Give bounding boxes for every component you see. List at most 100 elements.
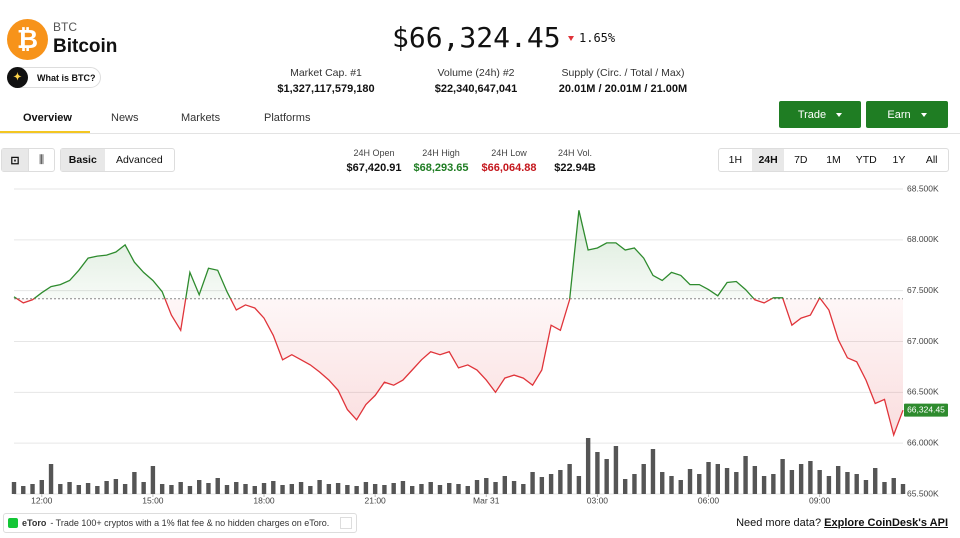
volume-bar (447, 483, 452, 494)
price-chart: 65.500K 66.000K 66.500K 67.000K 67.500K 68.00… (11, 183, 948, 505)
volume-bar (697, 474, 702, 494)
tab[interactable]: Overview (23, 112, 72, 124)
x-tick-label: 21:00 (365, 495, 387, 505)
volume-bar (585, 438, 591, 494)
volume-bar (660, 472, 665, 494)
mode-button[interactable]: Basic (61, 149, 105, 171)
tab[interactable]: News (111, 112, 139, 124)
volume-bar (21, 486, 26, 494)
x-tick-label: 03:00 (587, 495, 609, 505)
earn-button[interactable]: Earn (866, 101, 948, 128)
volume-bar (206, 483, 211, 494)
coin-logo: ₿ (7, 19, 48, 60)
mode-button[interactable]: Advanced (115, 154, 163, 166)
stat-label: Market Cap. #1 (290, 67, 362, 79)
range-button[interactable]: YTD (855, 154, 877, 166)
volume-bar (474, 480, 480, 494)
volume-bar (159, 484, 165, 494)
volume-bar (141, 482, 146, 494)
area-fill (14, 210, 903, 435)
volume-bar (280, 485, 285, 494)
range-button[interactable]: 1H (728, 154, 743, 166)
volume-bar (39, 480, 44, 494)
price-change: 1.65% (568, 31, 615, 45)
ohlc-value: $67,420.91 (346, 162, 402, 174)
volume-bar (30, 484, 35, 494)
stat-label: Supply (Circ. / Total / Max) (561, 67, 685, 79)
promo-banner[interactable]: eToro - Trade 100+ cryptos with a 1% flat… (3, 513, 357, 533)
stat: Volume (24h) #2 $22,340,647,041 (391, 67, 561, 95)
volume-bar (900, 484, 906, 494)
volume-bar (382, 485, 387, 494)
volume-bar (548, 474, 554, 494)
about-button[interactable]: ✦ What is BTC? (7, 67, 101, 88)
volume-bar (243, 484, 248, 494)
stat-value: $1,327,117,579,180 (277, 83, 375, 95)
tab[interactable]: Markets (181, 112, 221, 124)
x-tick-label: 09:00 (809, 495, 831, 505)
volume-bar (465, 486, 470, 494)
volume-bar (567, 464, 572, 494)
y-tick-label: 67.500K (907, 285, 939, 295)
range-button[interactable]: 1Y (892, 154, 906, 166)
stat-value: 20.01M / 20.01M / 21.00M (558, 83, 688, 95)
last-price-label: 66,324.45 (907, 404, 945, 414)
candle-chart-button[interactable]: ⫼ (27, 149, 54, 171)
range-button[interactable]: 1M (826, 154, 841, 166)
volume-bar (234, 482, 239, 494)
volume-bar (363, 482, 369, 494)
volume-bar (95, 486, 100, 494)
volume-bar (706, 462, 711, 494)
api-cta: Need more data? Explore CoinDesk's API (736, 517, 948, 529)
volume-bar (419, 484, 424, 494)
change-text: 1.65% (579, 31, 616, 45)
volume-bar (724, 468, 730, 494)
volume-bar (67, 482, 72, 494)
volume-bar (104, 481, 109, 494)
line-chart-button[interactable]: ⊡ (2, 149, 28, 171)
button-label: Earn (887, 108, 911, 121)
volume-bar (437, 485, 443, 494)
volume-bar (169, 485, 174, 494)
y-tick-label: 68.500K (907, 183, 939, 193)
tab[interactable]: Platforms (264, 112, 311, 124)
volume-bar (891, 478, 896, 494)
range-button[interactable]: 7D (794, 154, 808, 166)
volume-bar (678, 480, 683, 494)
api-link[interactable]: Explore CoinDesk's API (824, 517, 948, 529)
volume-bar (743, 456, 748, 494)
volume-bar (76, 485, 82, 494)
volume-bar (752, 466, 758, 494)
price: $66,324.45 (392, 21, 561, 54)
last-price-tag (904, 403, 948, 417)
volume-bar (576, 476, 582, 494)
volume-bar (808, 461, 813, 494)
volume-bar (58, 484, 63, 494)
trade-button[interactable]: Trade (779, 101, 861, 128)
volume-bar (456, 484, 461, 494)
volume-bar (113, 479, 119, 494)
range-button[interactable]: All (925, 154, 938, 166)
volume-bar (863, 480, 869, 494)
range-selector: 1H 24H 7D 1M YTD 1Y All (718, 148, 949, 172)
volume-bar (521, 484, 526, 494)
volume-bar (622, 479, 628, 494)
volume-bar (345, 485, 350, 494)
range-button[interactable]: 24H (751, 149, 785, 171)
ohlc-value: $22.94B (554, 162, 596, 174)
y-tick-label: 66.000K (907, 437, 939, 447)
volume-bar (715, 464, 720, 494)
volume-bar (826, 476, 832, 494)
volume-bar (335, 483, 341, 494)
button-label: Trade (797, 108, 827, 121)
volume-bar (734, 472, 739, 494)
y-tick-label: 66.500K (907, 387, 939, 397)
x-tick-label: 15:00 (142, 495, 164, 505)
volume-bar (215, 478, 220, 494)
mode-toggle: Basic Advanced (60, 148, 175, 172)
ohlc-value: $66,064.88 (481, 162, 537, 174)
volume-bar (882, 482, 887, 494)
divider (0, 133, 960, 134)
promo-brand: eToro (22, 518, 47, 528)
